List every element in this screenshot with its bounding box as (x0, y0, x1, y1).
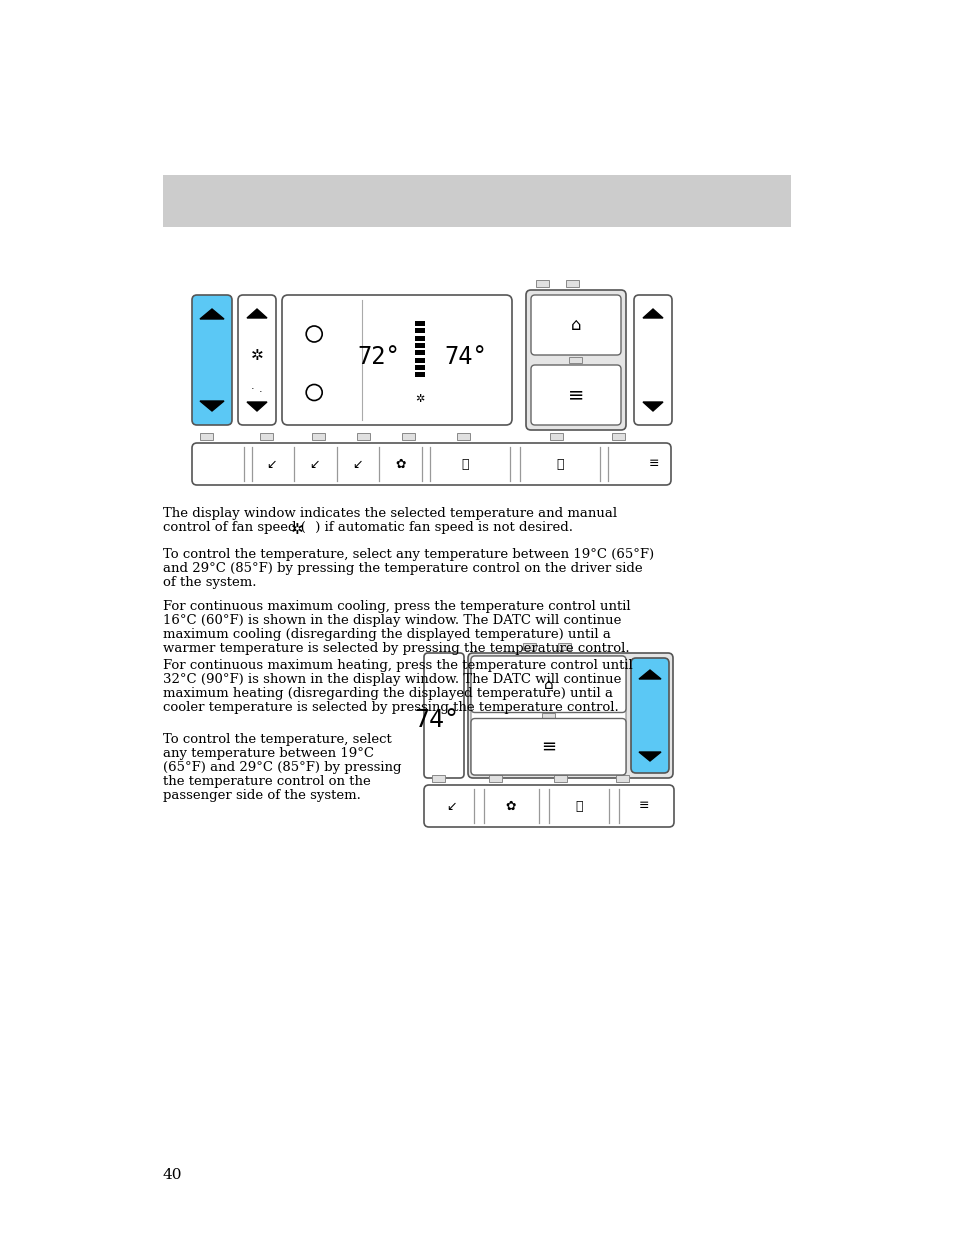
Text: ) if automatic fan speed is not desired.: ) if automatic fan speed is not desired. (311, 521, 573, 534)
Text: ↙: ↙ (310, 457, 320, 471)
FancyBboxPatch shape (471, 719, 625, 776)
Text: ⌒: ⌒ (460, 457, 468, 471)
Bar (565, 280, 578, 287)
Text: control of fan speed (: control of fan speed ( (163, 521, 314, 534)
Bar (401, 433, 415, 440)
Bar (522, 643, 536, 650)
Text: cooler temperature is selected by pressing the temperature control.: cooler temperature is selected by pressi… (163, 701, 618, 714)
Text: ↙: ↙ (353, 457, 363, 471)
Polygon shape (639, 752, 660, 761)
Text: ↙: ↙ (267, 457, 277, 471)
Text: 72°: 72° (356, 346, 399, 369)
Text: ≡: ≡ (540, 737, 556, 756)
Text: and 29°C (85°F) by pressing the temperature control on the driver side: and 29°C (85°F) by pressing the temperat… (163, 562, 642, 576)
Polygon shape (642, 403, 662, 411)
Bar (415, 329, 424, 333)
FancyBboxPatch shape (237, 295, 275, 425)
Bar (536, 280, 548, 287)
FancyBboxPatch shape (471, 656, 625, 776)
FancyBboxPatch shape (634, 295, 671, 425)
Bar (200, 433, 213, 440)
Text: ·: · (251, 384, 254, 394)
Text: warmer temperature is selected by pressing the temperature control.: warmer temperature is selected by pressi… (163, 642, 629, 655)
FancyBboxPatch shape (531, 366, 620, 425)
Bar (415, 336, 424, 341)
Bar (554, 776, 566, 782)
Polygon shape (247, 309, 267, 317)
Text: To control the temperature, select: To control the temperature, select (163, 734, 392, 746)
Text: passenger side of the system.: passenger side of the system. (163, 789, 360, 802)
Text: 74°: 74° (444, 346, 487, 369)
FancyBboxPatch shape (192, 295, 232, 425)
Text: .: . (259, 384, 262, 394)
Bar (260, 433, 273, 440)
Text: maximum cooling (disregarding the displayed temperature) until a: maximum cooling (disregarding the displa… (163, 629, 610, 641)
Bar (415, 358, 424, 363)
Text: ⌂: ⌂ (570, 316, 580, 333)
Text: ↙: ↙ (446, 799, 456, 813)
FancyBboxPatch shape (423, 785, 673, 827)
Text: For continuous maximum cooling, press the temperature control until: For continuous maximum cooling, press th… (163, 600, 630, 613)
Bar (432, 776, 444, 782)
Bar (415, 343, 424, 348)
Polygon shape (200, 401, 224, 411)
Text: ≡: ≡ (648, 457, 659, 471)
Text: ✿: ✿ (505, 799, 516, 813)
Bar (558, 643, 571, 650)
Text: ≡: ≡ (639, 799, 649, 813)
Text: 16°C (60°F) is shown in the display window. The DATC will continue: 16°C (60°F) is shown in the display wind… (163, 614, 620, 627)
Text: 74°: 74° (414, 708, 459, 732)
Bar (568, 357, 581, 363)
FancyBboxPatch shape (282, 295, 512, 425)
Text: ⌒: ⌒ (575, 799, 582, 813)
Bar (415, 321, 424, 326)
Text: For continuous maximum heating, press the temperature control until: For continuous maximum heating, press th… (163, 659, 632, 672)
Bar (163, 175, 790, 227)
Text: ⌂: ⌂ (543, 677, 553, 692)
FancyBboxPatch shape (468, 653, 672, 778)
FancyBboxPatch shape (192, 443, 670, 485)
Bar (415, 351, 424, 356)
Polygon shape (247, 403, 267, 411)
FancyBboxPatch shape (630, 658, 668, 773)
Bar (312, 433, 325, 440)
Text: maximum heating (disregarding the displayed temperature) until a: maximum heating (disregarding the displa… (163, 687, 613, 700)
FancyBboxPatch shape (471, 656, 625, 713)
Text: the temperature control on the: the temperature control on the (163, 776, 371, 788)
Polygon shape (639, 671, 660, 679)
FancyBboxPatch shape (531, 295, 620, 354)
Bar (489, 776, 501, 782)
Bar (616, 776, 628, 782)
Text: ⌒: ⌒ (556, 457, 563, 471)
FancyBboxPatch shape (423, 653, 463, 778)
Bar (415, 372, 424, 378)
Bar (456, 433, 470, 440)
Text: ✲: ✲ (415, 394, 424, 404)
Text: To control the temperature, select any temperature between 19°C (65°F): To control the temperature, select any t… (163, 548, 654, 561)
Polygon shape (642, 309, 662, 317)
Text: of the system.: of the system. (163, 576, 256, 589)
FancyBboxPatch shape (525, 290, 625, 430)
Bar (542, 713, 555, 719)
Text: ≡: ≡ (567, 385, 583, 405)
Text: (65°F) and 29°C (85°F) by pressing: (65°F) and 29°C (85°F) by pressing (163, 761, 401, 774)
Bar (550, 433, 562, 440)
Bar (356, 433, 370, 440)
Text: 40: 40 (163, 1168, 182, 1182)
Polygon shape (200, 309, 224, 319)
Text: any temperature between 19°C: any temperature between 19°C (163, 747, 374, 760)
Bar (612, 433, 624, 440)
Bar (415, 364, 424, 370)
Text: ✲: ✲ (251, 347, 263, 363)
Text: ✲: ✲ (291, 522, 303, 537)
Text: 32°C (90°F) is shown in the display window. The DATC will continue: 32°C (90°F) is shown in the display wind… (163, 673, 620, 685)
Text: The display window indicates the selected temperature and manual: The display window indicates the selecte… (163, 508, 617, 520)
Text: ✿: ✿ (395, 457, 406, 471)
